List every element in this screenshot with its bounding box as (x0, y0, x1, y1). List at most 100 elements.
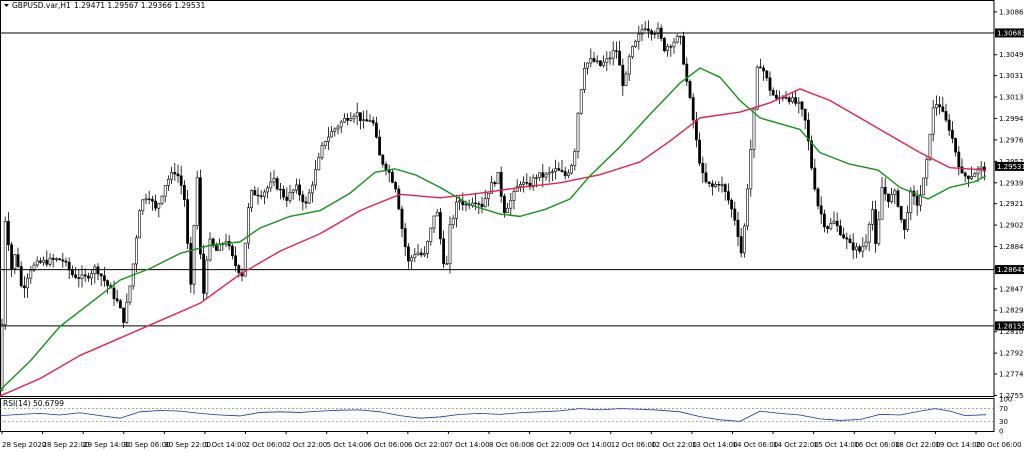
candle-down (598, 60, 602, 66)
candle-up (310, 184, 314, 194)
candle-up (976, 168, 980, 175)
candle-down (826, 226, 830, 229)
candle-up (333, 128, 337, 132)
candle-up (755, 66, 759, 110)
candle-up (250, 190, 254, 209)
candle-down (438, 212, 442, 240)
candle-down (151, 198, 154, 202)
candle-down (685, 63, 689, 82)
candle-up (128, 285, 132, 303)
candle-down (899, 206, 903, 220)
candle-up (656, 27, 660, 34)
candle-down (560, 170, 564, 172)
candle-up (544, 173, 548, 178)
candle-up (262, 191, 266, 197)
candle-down (787, 97, 791, 103)
candle-down (800, 101, 804, 110)
candle-up (294, 184, 298, 191)
candle-up (192, 225, 196, 285)
candle-up (432, 215, 436, 229)
candle-up (832, 220, 836, 224)
candle-down (621, 64, 625, 86)
candle-down (874, 209, 878, 244)
candle-up (451, 217, 455, 226)
price-tick-label: 1.29025 (999, 222, 1024, 230)
time-tick-label: 2 Oct 06:00 (246, 441, 287, 449)
time-tick-label: 6 Oct 22:00 (408, 441, 449, 449)
candle-down (502, 195, 506, 213)
candle-down (902, 219, 906, 230)
dropdown-triangle-icon[interactable] (4, 4, 9, 7)
candle-down (557, 168, 561, 171)
candle-down (358, 112, 362, 122)
time-tick-label: 14 Oct 06:00 (733, 441, 779, 449)
price-panel (0, 0, 995, 432)
symbol-title: GBPUSD.var,H1 (12, 1, 71, 10)
candle-up (448, 224, 452, 264)
candle-up (483, 198, 487, 207)
candle-down (835, 220, 839, 227)
candle-up (349, 118, 353, 121)
candle-down (938, 104, 942, 108)
candle-down (794, 97, 798, 104)
candle-down (186, 199, 190, 244)
candle-down (87, 275, 90, 279)
candle-up (195, 177, 199, 226)
candle-down (806, 119, 810, 142)
candle-down (99, 273, 103, 277)
candle-down (19, 266, 23, 287)
candle-up (243, 242, 247, 277)
candle-up (570, 165, 574, 174)
candle-down (838, 225, 842, 236)
candle-down (365, 119, 369, 122)
candle-up (522, 182, 526, 185)
price-tick-label: 1.29760 (999, 136, 1024, 144)
candle-down (842, 234, 846, 239)
candle-down (10, 244, 14, 270)
time-tick-label: 30 Sep 22:00 (164, 441, 211, 449)
candle-up (368, 120, 372, 122)
candle-down (883, 187, 887, 195)
candle-up (586, 62, 590, 69)
candle-down (51, 257, 55, 260)
time-tick-label: 8 Oct 06:00 (489, 441, 530, 449)
candle-up (26, 277, 30, 289)
candle-down (810, 140, 814, 169)
candle-down (717, 184, 721, 186)
candle-up (611, 50, 615, 59)
price-tick-label: 1.29945 (999, 115, 1024, 123)
price-tick-label: 1.30130 (999, 94, 1024, 102)
candle-down (563, 171, 567, 176)
candle-up (170, 172, 174, 180)
candle-down (298, 184, 302, 196)
price-panel-frame (0, 0, 995, 397)
ma-slow-line (0, 88, 987, 397)
candle-up (326, 136, 330, 142)
candle-up (720, 184, 724, 186)
time-tick-label: 2 Oct 22:00 (286, 441, 327, 449)
candle-up (922, 177, 926, 196)
current-price-tag (995, 161, 1024, 171)
candle-up (672, 41, 676, 48)
level-price-tag (995, 321, 1024, 331)
candle-up (29, 269, 33, 279)
candle-up (605, 58, 609, 63)
time-tick-label: 19 Oct 14:00 (935, 441, 981, 449)
candle-down (176, 173, 180, 177)
candle-up (314, 169, 318, 186)
candle-down (710, 183, 714, 187)
time-tick-label: 5 Oct 14:00 (327, 441, 368, 449)
candle-up (579, 89, 583, 114)
candle-down (231, 245, 234, 257)
candle-up (422, 253, 426, 256)
candle-up (362, 119, 366, 122)
candle-up (864, 241, 868, 247)
candle-down (694, 119, 698, 141)
candle-down (202, 253, 206, 294)
candle-down (947, 119, 951, 131)
candle-up (979, 166, 983, 170)
candle-up (637, 33, 641, 42)
candle-up (160, 195, 164, 204)
